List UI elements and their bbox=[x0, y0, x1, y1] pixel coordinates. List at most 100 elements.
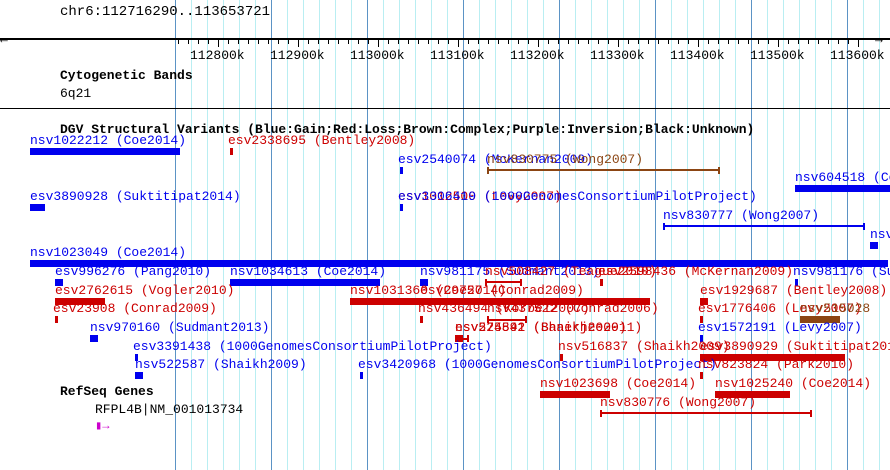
variant-label-nsv1022212[interactable]: nsv1022212 (Coe2014) bbox=[30, 133, 186, 148]
axis-minor-tick bbox=[338, 38, 339, 44]
variant-label-nsv437522[interactable]: nsv437522 (Conrad2006) bbox=[487, 301, 659, 316]
variant-label-esv3391438[interactable]: esv3391438 (1000GenomesConsortiumPilotPr… bbox=[133, 339, 492, 354]
section-divider-1 bbox=[0, 108, 890, 109]
variant-label-esv3890928[interactable]: esv3890928 (Suktitipat2014) bbox=[30, 189, 241, 204]
variant-label-esv3420968[interactable]: esv3420968 (1000GenomesConsortiumPilotPr… bbox=[358, 357, 717, 372]
variant-label-nsv830776[interactable]: nsv830776 (Wong2007) bbox=[600, 395, 756, 410]
variant-label-esv2762615[interactable]: esv2762615 (Vogler2010) bbox=[55, 283, 234, 298]
variant-label-nsv515028[interactable]: nsv515028 bbox=[800, 301, 870, 316]
variant-label-nsv1025240[interactable]: nsv1025240 (Coe2014) bbox=[715, 376, 871, 391]
gridline bbox=[815, 0, 816, 470]
axis-major-tick bbox=[378, 38, 379, 47]
gridline bbox=[383, 0, 384, 470]
gridline bbox=[831, 0, 832, 470]
variant-label-nsv1031360[interactable]: nsv1031360 (Coe2014) bbox=[350, 283, 506, 298]
gridline bbox=[367, 0, 368, 470]
variant-tick-esv3420968[interactable] bbox=[360, 372, 363, 379]
variant-label-esv2598436[interactable]: esv2598436 (McKernan2009) bbox=[598, 264, 793, 279]
axis-minor-tick bbox=[668, 38, 669, 44]
axis-minor-tick bbox=[648, 38, 649, 44]
variant-tick-esv3306419[interactable] bbox=[400, 204, 403, 211]
gridline bbox=[271, 0, 272, 470]
axis-minor-tick bbox=[248, 38, 249, 44]
variant-label-nsv1023698[interactable]: nsv1023698 (Coe2014) bbox=[540, 376, 696, 391]
variant-label-esv2338695[interactable]: esv2338695 (Bentley2008) bbox=[228, 133, 415, 148]
variant-bar-nsv970160[interactable] bbox=[90, 335, 98, 342]
refseq-gene-label[interactable]: RFPL4B|NM_001013734 bbox=[95, 402, 243, 417]
rfpl4b-gene-arrow-icon[interactable]: ▮→ bbox=[95, 418, 109, 433]
variant-tick-esv23908[interactable] bbox=[55, 316, 58, 323]
axis-minor-tick bbox=[848, 38, 849, 44]
axis-major-tick bbox=[298, 38, 299, 47]
axis-minor-tick bbox=[178, 38, 179, 44]
gridline bbox=[351, 0, 352, 470]
axis-minor-tick bbox=[428, 38, 429, 44]
axis-minor-tick bbox=[278, 38, 279, 44]
variant-bar-nsv1022212[interactable] bbox=[30, 148, 180, 155]
variant-label-nsv1034613[interactable]: nsv1034613 (Coe2014) bbox=[230, 264, 386, 279]
axis-minor-tick bbox=[468, 38, 469, 44]
variant-label-nsv830775[interactable]: nsv830775 (Wong2007) bbox=[487, 152, 643, 167]
axis-minor-tick bbox=[558, 38, 559, 44]
axis-minor-tick bbox=[798, 38, 799, 44]
variant-label-esv3306419[interactable]: esv3306419 (1000GenomesConsortiumPilotPr… bbox=[398, 189, 757, 204]
gridline bbox=[511, 0, 512, 470]
axis-minor-tick bbox=[718, 38, 719, 44]
variant-label-nsv981176[interactable]: nsv981176 (Sudmant2013) bbox=[793, 264, 890, 279]
axis-minor-tick bbox=[548, 38, 549, 44]
variant-label-nsv522587[interactable]: nsv522587 (Shaikh2009) bbox=[135, 357, 307, 372]
variant-label-nsv1023049[interactable]: nsv1023049 (Coe2014) bbox=[30, 245, 186, 260]
axis-tick-label-113100k: 113100k bbox=[430, 48, 485, 63]
axis-minor-tick bbox=[408, 38, 409, 44]
variant-label-nsv830777[interactable]: nsv830777 (Wong2007) bbox=[663, 208, 819, 223]
axis-minor-tick bbox=[708, 38, 709, 44]
gridline bbox=[415, 0, 416, 470]
axis-minor-tick bbox=[398, 38, 399, 44]
variant-tick-esv2338695[interactable] bbox=[230, 148, 233, 155]
axis-minor-tick bbox=[258, 38, 259, 44]
axis-minor-tick bbox=[308, 38, 309, 44]
axis-minor-tick bbox=[358, 38, 359, 44]
variant-tick-nsv436494[interactable] bbox=[420, 316, 423, 323]
variant-tick-esv2598436[interactable] bbox=[600, 279, 603, 286]
axis-minor-tick bbox=[628, 38, 629, 44]
variant-tick-esv2540074[interactable] bbox=[400, 167, 403, 174]
axis-minor-tick bbox=[498, 38, 499, 44]
axis-minor-tick bbox=[228, 38, 229, 44]
variant-label-esv1929687[interactable]: esv1929687 (Bentley2008) bbox=[700, 283, 887, 298]
gridline bbox=[591, 0, 592, 470]
variant-label-nsv823824[interactable]: nsv823824 (Park2010) bbox=[698, 357, 854, 372]
axis-minor-tick bbox=[518, 38, 519, 44]
variant-bar-nsv604518[interactable] bbox=[795, 185, 890, 192]
variant-label-esv1572191[interactable]: esv1572191 (Levy2007) bbox=[698, 320, 862, 335]
variant-label-nsv970160[interactable]: nsv970160 (Sudmant2013) bbox=[90, 320, 269, 335]
variant-label-esv996276[interactable]: esv996276 (Pang2010) bbox=[55, 264, 211, 279]
variant-label-nsv604518[interactable]: nsv604518 (Cooper2 bbox=[795, 170, 890, 185]
axis-major-tick bbox=[858, 38, 859, 47]
variant-label-esv23908[interactable]: esv23908 (Conrad2009) bbox=[53, 301, 217, 316]
variant-bar-nsv522587[interactable] bbox=[135, 372, 143, 379]
variant-label-esv3890929[interactable]: esv3890929 (Suktitipat2014) bbox=[700, 339, 890, 354]
gridline bbox=[223, 0, 224, 470]
variant-label-esv275591[interactable]: esv275591 (Banerjee2011) bbox=[455, 320, 642, 335]
variant-bar-nsv965xxx[interactable] bbox=[870, 242, 878, 249]
refseq-title: RefSeq Genes bbox=[60, 384, 154, 399]
axis-minor-tick bbox=[588, 38, 589, 44]
axis-major-tick bbox=[458, 38, 459, 47]
variant-tick-nsv823824[interactable] bbox=[700, 372, 703, 379]
axis-minor-tick bbox=[678, 38, 679, 44]
axis-minor-tick bbox=[818, 38, 819, 44]
axis-tick-label-113000k: 113000k bbox=[350, 48, 405, 63]
gridline bbox=[399, 0, 400, 470]
axis-ruler[interactable] bbox=[0, 38, 890, 40]
axis-minor-tick bbox=[658, 38, 659, 44]
variant-label-nsv965xxx[interactable]: nsv965xxx bbox=[870, 227, 890, 242]
gridline bbox=[575, 0, 576, 470]
axis-minor-tick bbox=[388, 38, 389, 44]
axis-major-tick bbox=[618, 38, 619, 47]
axis-major-tick bbox=[698, 38, 699, 47]
gridline bbox=[495, 0, 496, 470]
variant-bar-esv3890928[interactable] bbox=[30, 204, 45, 211]
gridline bbox=[527, 0, 528, 470]
axis-minor-tick bbox=[508, 38, 509, 44]
